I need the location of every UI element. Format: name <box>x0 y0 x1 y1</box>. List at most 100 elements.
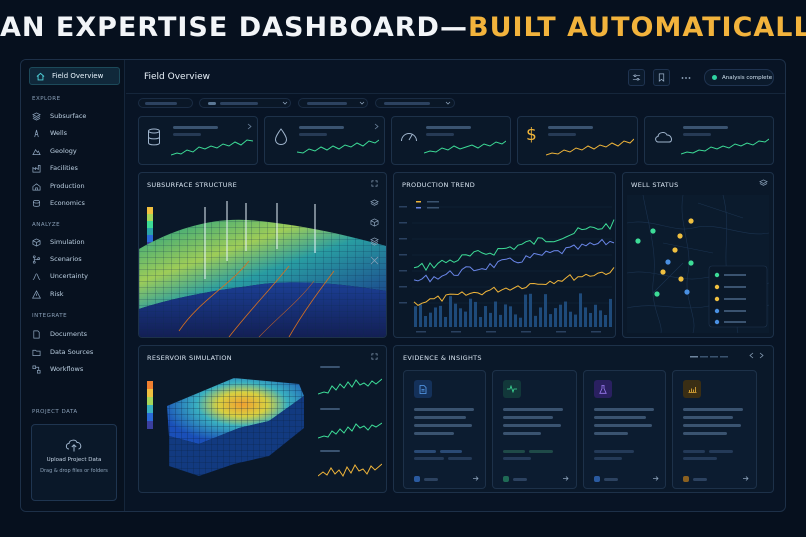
source-badge-icon <box>683 476 689 482</box>
layers-icon <box>32 111 50 121</box>
sidebar-item-wells[interactable]: Wells <box>32 127 118 139</box>
chevron-left-icon[interactable] <box>749 352 754 359</box>
well-marker[interactable] <box>678 276 684 282</box>
insight-card[interactable] <box>672 370 757 489</box>
filter-dropdown[interactable] <box>298 98 368 108</box>
headline-main: AN EXPERTISE DASHBOARD— <box>0 12 468 43</box>
upload-dropzone[interactable]: Upload Project Data Drag & drop files or… <box>31 424 117 501</box>
kpi-sparkline <box>424 140 506 154</box>
sidebar-item-production[interactable]: Production <box>32 180 118 192</box>
well-marker[interactable] <box>672 247 678 253</box>
headline: AN EXPERTISE DASHBOARD—BUILT AUTOMATICAL… <box>0 12 806 43</box>
headline-accent: BUILT AUTOMATICALLY <box>467 12 806 43</box>
sidebar-item-label: Uncertainty <box>50 272 88 280</box>
bar-mark <box>449 296 452 327</box>
map-legend <box>708 265 768 328</box>
bar-mark <box>514 314 517 327</box>
insight-text-placeholder <box>414 416 466 419</box>
well-marker[interactable] <box>660 269 666 275</box>
sidebar-item-uncertainty[interactable]: Uncertainty <box>32 270 118 282</box>
reservoir-sparkline <box>318 422 382 439</box>
production-panel: PRODUCTION TREND <box>393 172 616 338</box>
kpi-label-placeholder <box>299 126 344 129</box>
bar-mark <box>469 298 472 327</box>
kpi-card-1[interactable] <box>138 116 258 165</box>
insight-card[interactable] <box>403 370 486 489</box>
sidebar-item-risk[interactable]: Risk <box>32 288 118 300</box>
arrow-right-icon[interactable] <box>562 475 569 482</box>
filter-pill[interactable] <box>138 98 193 108</box>
well-marker[interactable] <box>677 233 683 239</box>
sidebar-item-label: Wells <box>50 129 68 137</box>
top-bar: Field Overview Analysis complete <box>126 60 785 94</box>
insight-card[interactable] <box>583 370 666 489</box>
sidebar-item-label: Workflows <box>50 365 84 373</box>
insight-text-placeholder <box>594 432 628 435</box>
bar-mark <box>584 307 587 327</box>
filter-dropdown[interactable] <box>199 98 291 108</box>
bar-mark <box>549 314 552 327</box>
arrow-right-icon[interactable] <box>742 475 749 482</box>
bar-mark <box>444 316 447 327</box>
sidebar-item-subsurface[interactable]: Subsurface <box>32 110 118 122</box>
sliders-icon <box>632 73 641 82</box>
project-data-label: PROJECT DATA <box>32 409 78 415</box>
layers-icon[interactable] <box>370 199 379 208</box>
cube-icon[interactable] <box>370 218 379 227</box>
chart-label-placeholder <box>320 366 340 368</box>
kpi-card-3[interactable] <box>391 116 511 165</box>
sidebar-item-scenarios[interactable]: Scenarios <box>32 253 118 265</box>
sidebar-item-geology[interactable]: Geology <box>32 145 118 157</box>
well-marker[interactable] <box>688 218 694 224</box>
bookmark-button[interactable] <box>653 69 670 86</box>
home-icon <box>36 72 52 81</box>
filter-dropdown[interactable] <box>375 98 455 108</box>
arrow-right-icon[interactable] <box>472 475 479 482</box>
kpi-card-5[interactable] <box>644 116 774 165</box>
bar-mark <box>509 306 512 327</box>
fullscreen-icon[interactable] <box>370 256 379 265</box>
chevron-down-icon <box>359 100 365 106</box>
filters-button[interactable] <box>628 69 645 86</box>
expand-icon[interactable] <box>371 180 378 187</box>
well-marker[interactable] <box>684 289 690 295</box>
filter-bar <box>138 98 455 108</box>
bar-mark <box>534 315 537 327</box>
bar-mark <box>594 304 597 327</box>
sidebar-item-data-sources[interactable]: Data Sources <box>32 346 118 358</box>
kpi-sparkline <box>297 139 379 154</box>
kpi-value-placeholder <box>683 133 711 136</box>
insight-tag-placeholder <box>448 457 472 460</box>
sidebar-item-field-overview[interactable]: Field Overview <box>29 67 120 85</box>
dollar-icon: $ <box>526 125 537 145</box>
sidebar-item-economics[interactable]: Economics <box>32 197 118 209</box>
bar-mark <box>419 304 422 327</box>
sidebar-item-label: Facilities <box>50 164 78 172</box>
kpi-card-2[interactable] <box>264 116 385 165</box>
well-marker[interactable] <box>688 260 694 266</box>
chevron-right-icon[interactable] <box>759 352 764 359</box>
bar-mark <box>529 293 532 327</box>
insight-text-placeholder <box>503 432 541 435</box>
bar-mark <box>579 293 582 327</box>
arrow-right-icon[interactable] <box>652 475 659 482</box>
sidebar-item-simulation[interactable]: Simulation <box>32 236 118 248</box>
gauge-icon <box>399 128 419 144</box>
layers-icon[interactable] <box>759 179 768 188</box>
stack-icon[interactable] <box>370 237 379 246</box>
well-marker[interactable] <box>654 291 660 297</box>
expand-icon[interactable] <box>371 353 378 360</box>
cloud-icon <box>653 129 675 144</box>
more-button[interactable] <box>677 69 694 86</box>
insight-card[interactable] <box>492 370 577 489</box>
panel-title: RESERVOIR SIMULATION <box>147 354 232 362</box>
kpi-card-4[interactable]: $ <box>517 116 638 165</box>
bar-mark <box>484 306 487 327</box>
well-marker[interactable] <box>635 238 641 244</box>
sidebar-item-facilities[interactable]: Facilities <box>32 162 118 174</box>
insight-text-placeholder <box>503 416 553 419</box>
well-marker[interactable] <box>650 228 656 234</box>
sidebar-item-documents[interactable]: Documents <box>32 328 118 340</box>
sidebar-item-workflows[interactable]: Workflows <box>32 363 118 375</box>
well-marker[interactable] <box>665 259 671 265</box>
